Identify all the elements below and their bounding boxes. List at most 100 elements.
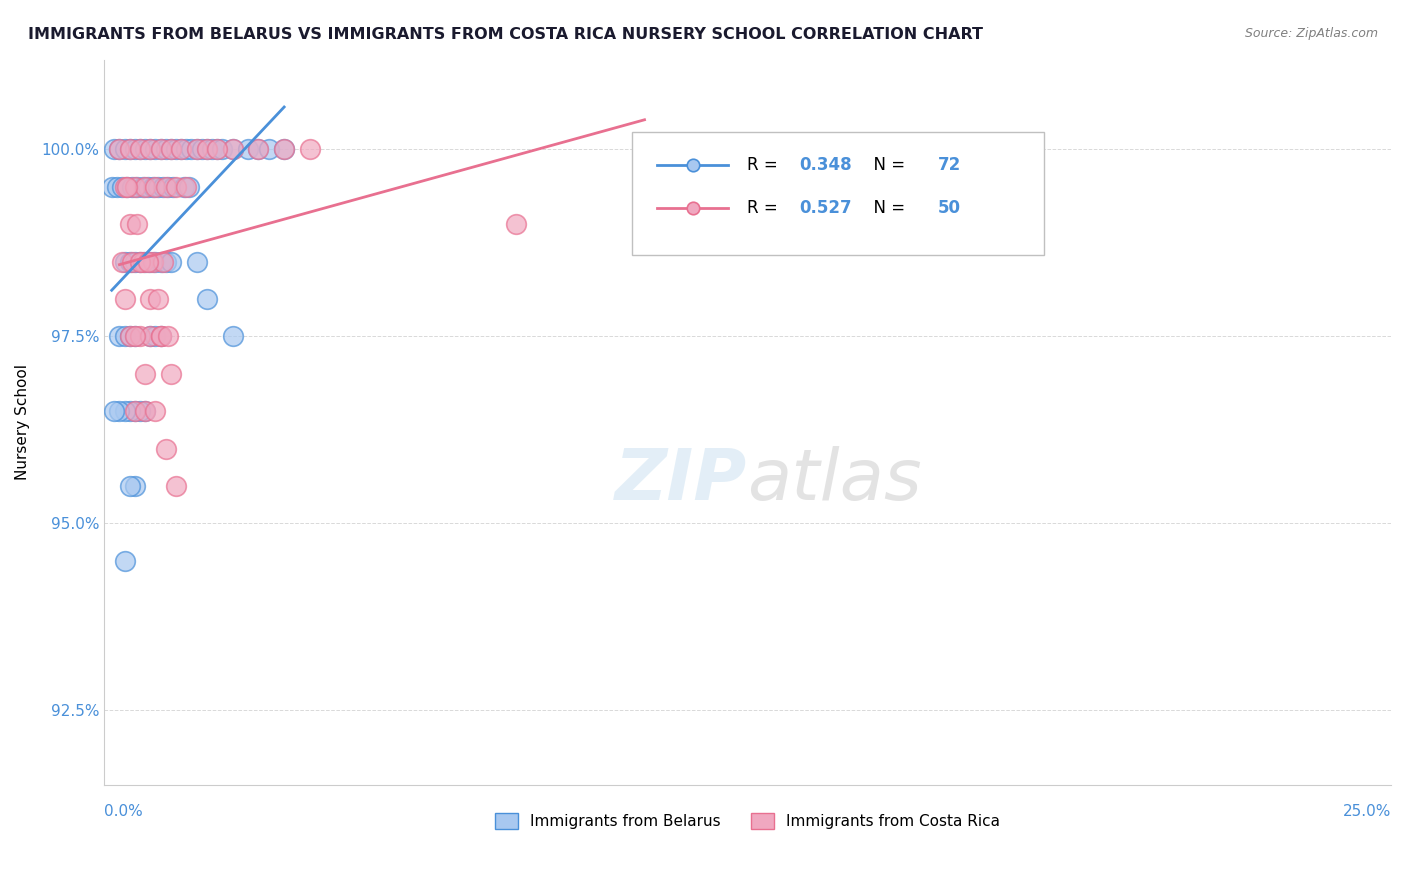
Point (114, 554, 136, 568)
Point (134, 142, 156, 156)
Point (157, 329, 180, 343)
Point (145, 142, 167, 156)
Point (129, 329, 152, 343)
Point (152, 254, 174, 268)
Point (108, 142, 131, 156)
Point (170, 142, 193, 156)
Point (207, 142, 229, 156)
Point (176, 179, 198, 194)
Point (118, 404, 141, 418)
Point (180, 142, 202, 156)
Text: R =: R = (748, 199, 783, 218)
Point (136, 179, 159, 194)
Point (633, 142, 655, 156)
Point (195, 292, 218, 306)
Point (142, 179, 165, 194)
Point (221, 142, 243, 156)
Point (114, 254, 136, 268)
Text: 0.0%: 0.0% (104, 804, 143, 819)
Point (115, 179, 138, 194)
Point (103, 142, 125, 156)
FancyBboxPatch shape (631, 132, 1043, 255)
Point (114, 142, 136, 156)
Point (108, 142, 131, 156)
Point (146, 179, 169, 194)
Point (103, 404, 125, 418)
Point (118, 479, 141, 493)
Point (149, 329, 172, 343)
Text: N =: N = (863, 199, 911, 218)
Point (160, 367, 183, 381)
Point (221, 329, 243, 343)
Text: Source: ZipAtlas.com: Source: ZipAtlas.com (1244, 27, 1378, 40)
Point (165, 479, 187, 493)
Point (111, 254, 134, 268)
Point (273, 142, 295, 156)
Text: 0.348: 0.348 (799, 156, 852, 174)
Point (129, 254, 152, 268)
Y-axis label: Nursery School: Nursery School (15, 364, 30, 481)
Point (155, 254, 177, 268)
Point (139, 329, 162, 343)
Point (114, 179, 136, 194)
Point (186, 142, 208, 156)
Text: 50: 50 (938, 199, 960, 218)
Point (121, 254, 143, 268)
Point (191, 142, 214, 156)
Point (134, 367, 156, 381)
Point (139, 329, 162, 343)
Point (165, 142, 187, 156)
Point (165, 179, 187, 194)
Point (124, 479, 146, 493)
Text: ZIP: ZIP (616, 446, 748, 515)
Point (108, 329, 131, 343)
Point (134, 179, 156, 194)
Point (160, 142, 183, 156)
Point (129, 254, 152, 268)
Point (139, 142, 162, 156)
Point (131, 179, 153, 194)
Point (149, 329, 172, 343)
Text: N =: N = (863, 156, 911, 174)
Point (247, 142, 270, 156)
Point (134, 404, 156, 418)
Text: atlas: atlas (748, 446, 922, 515)
Point (129, 142, 152, 156)
Point (105, 179, 128, 194)
Point (146, 292, 169, 306)
Point (195, 142, 218, 156)
Point (118, 217, 141, 231)
Point (160, 254, 183, 268)
Point (118, 142, 141, 156)
Point (152, 179, 174, 194)
Point (111, 179, 134, 194)
Point (114, 329, 136, 343)
Point (114, 404, 136, 418)
Point (124, 142, 146, 156)
Point (211, 142, 233, 156)
Text: 72: 72 (938, 156, 962, 174)
Point (124, 329, 146, 343)
Point (118, 329, 141, 343)
Point (155, 442, 177, 456)
Text: 0.527: 0.527 (799, 199, 852, 218)
Point (121, 179, 143, 194)
Point (118, 142, 141, 156)
Point (139, 292, 162, 306)
Point (145, 404, 167, 418)
Point (114, 292, 136, 306)
Point (157, 179, 180, 194)
Point (129, 142, 152, 156)
Point (160, 142, 183, 156)
Point (142, 254, 165, 268)
Point (131, 254, 153, 268)
Text: IMMIGRANTS FROM BELARUS VS IMMIGRANTS FROM COSTA RICA NURSERY SCHOOL CORRELATION: IMMIGRANTS FROM BELARUS VS IMMIGRANTS FR… (28, 27, 983, 42)
Point (149, 142, 172, 156)
Point (195, 142, 218, 156)
Point (186, 254, 208, 268)
Point (173, 179, 195, 194)
Point (145, 179, 167, 194)
Point (124, 254, 146, 268)
Point (170, 142, 193, 156)
Point (247, 142, 270, 156)
